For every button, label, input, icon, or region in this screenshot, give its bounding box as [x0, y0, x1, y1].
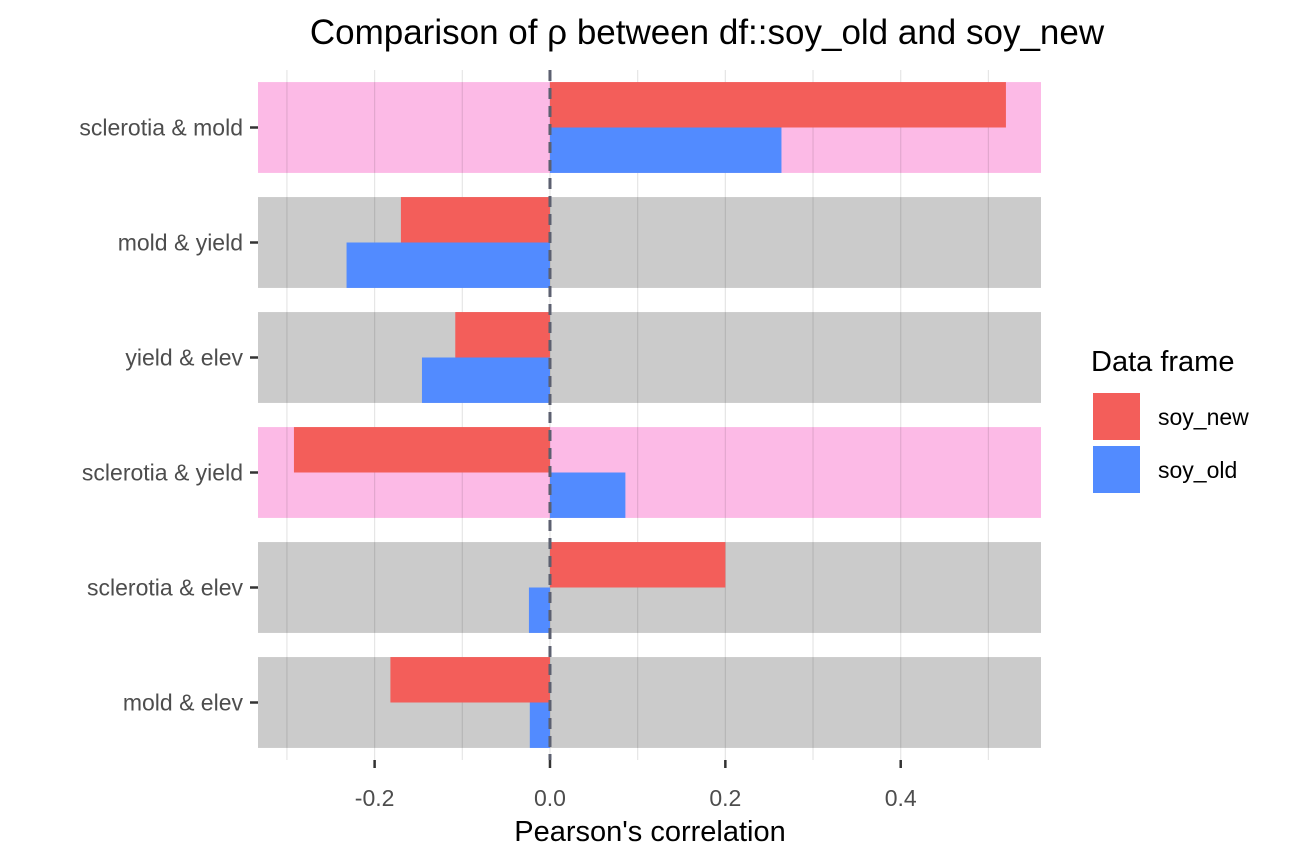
y-tick-label: sclerotia & mold [79, 115, 243, 141]
row-band [258, 657, 1041, 748]
x-tick-label: -0.2 [355, 785, 395, 811]
y-tick-label: mold & yield [118, 230, 243, 256]
bar-soy-new [390, 657, 550, 703]
legend: Data frame soy_new soy_old [1091, 346, 1249, 493]
bar-soy-old [549, 472, 626, 518]
bar-soy-new [455, 312, 550, 358]
bar-soy-old [549, 127, 782, 173]
legend-label: soy_old [1158, 457, 1237, 483]
y-tick-label: yield & elev [125, 345, 243, 371]
bar-soy-new [549, 82, 1006, 128]
bar-soy-old [421, 357, 550, 403]
y-tick-label: sclerotia & yield [82, 460, 243, 486]
bar-soy-old [529, 702, 550, 748]
x-axis-title: Pearson's correlation [514, 816, 786, 848]
x-tick-label: 0.0 [534, 785, 566, 811]
bar-soy-new [549, 542, 726, 588]
bar-soy-old [346, 242, 550, 288]
legend-key-soy-new [1093, 393, 1140, 440]
bar-soy-new [293, 427, 550, 473]
y-tick-label: sclerotia & elev [87, 575, 243, 601]
bar-soy-new [400, 197, 550, 243]
chart-title: Comparison of ρ between df::soy_old and … [310, 13, 1105, 52]
legend-title: Data frame [1091, 346, 1234, 378]
y-tick-label: mold & elev [123, 690, 244, 716]
row-band [258, 312, 1041, 403]
x-tick-label: 0.4 [885, 785, 917, 811]
legend-key-soy-old [1093, 446, 1140, 493]
x-tick-label: 0.2 [709, 785, 741, 811]
legend-label: soy_new [1158, 404, 1249, 430]
plot-panel: sclerotia & mold mold & yield yield & elev… [79, 70, 1041, 811]
bar-soy-old [528, 587, 550, 633]
